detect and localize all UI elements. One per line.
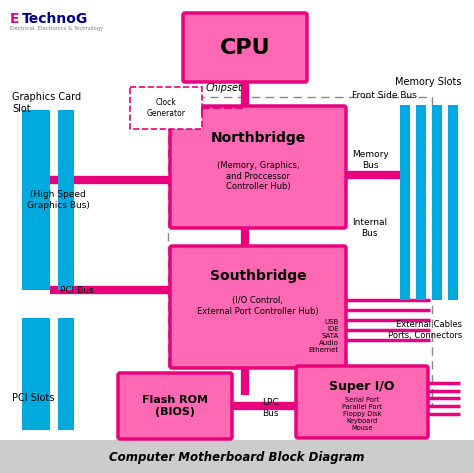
Text: Front Side Bus: Front Side Bus [352,90,417,99]
Text: Graphics Card
Slot: Graphics Card Slot [12,92,81,114]
Bar [416,105,426,300]
Text: Southbridge: Southbridge [210,269,306,283]
Text: LPC
Bus: LPC Bus [262,398,278,418]
Text: Flash ROM
(BIOS): Flash ROM (BIOS) [142,395,208,417]
FancyBboxPatch shape [183,13,307,82]
Bar [58,110,74,290]
Text: (Memory, Graphics,
and Proccessor
Controller Hub): (Memory, Graphics, and Proccessor Contro… [217,161,299,191]
Bar [448,105,458,300]
Text: Clock
Generator: Clock Generator [146,98,185,118]
Text: Northbridge: Northbridge [210,131,306,145]
Text: Internal
Bus: Internal Bus [352,219,387,238]
Text: Computer Motherboard Block Diagram: Computer Motherboard Block Diagram [109,450,365,464]
FancyBboxPatch shape [118,373,232,439]
Bar [168,97,432,405]
Text: CPU: CPU [219,37,270,58]
Text: Memory
Bus: Memory Bus [352,150,389,170]
Text: Memory Slots: Memory Slots [395,77,462,87]
FancyBboxPatch shape [296,366,428,438]
Text: WWW.ETechnoG.com: WWW.ETechnoG.com [197,255,277,264]
Text: Serial Port
Parallel Port
Floppy Disk
Keyboard
Mouse: Serial Port Parallel Port Floppy Disk Ke… [342,397,382,431]
Text: E: E [10,12,19,26]
Text: (High Speed
Graphics Bus): (High Speed Graphics Bus) [27,190,90,210]
Bar [22,318,50,430]
Text: Super I/O: Super I/O [329,379,395,393]
Text: PCI Slots: PCI Slots [12,393,55,403]
FancyBboxPatch shape [170,246,346,368]
Bar [58,318,74,430]
Bar [432,105,442,300]
Text: External Cables
Ports, Connectors: External Cables Ports, Connectors [388,320,462,340]
Text: USB
IDE
SATA
Audio
Ethernet: USB IDE SATA Audio Ethernet [309,319,339,353]
FancyBboxPatch shape [170,106,346,228]
Text: (I/O Control,
External Port Controller Hub): (I/O Control, External Port Controller H… [197,296,319,315]
Text: PCI Bus: PCI Bus [60,286,94,295]
Bar [130,87,202,129]
Bar [400,105,410,300]
Bar [0,440,474,473]
Text: Chipset: Chipset [206,83,243,93]
Bar [22,110,50,290]
Text: Electrical, Electronics & Technology: Electrical, Electronics & Technology [10,26,103,31]
Text: TechnoG: TechnoG [22,12,88,26]
